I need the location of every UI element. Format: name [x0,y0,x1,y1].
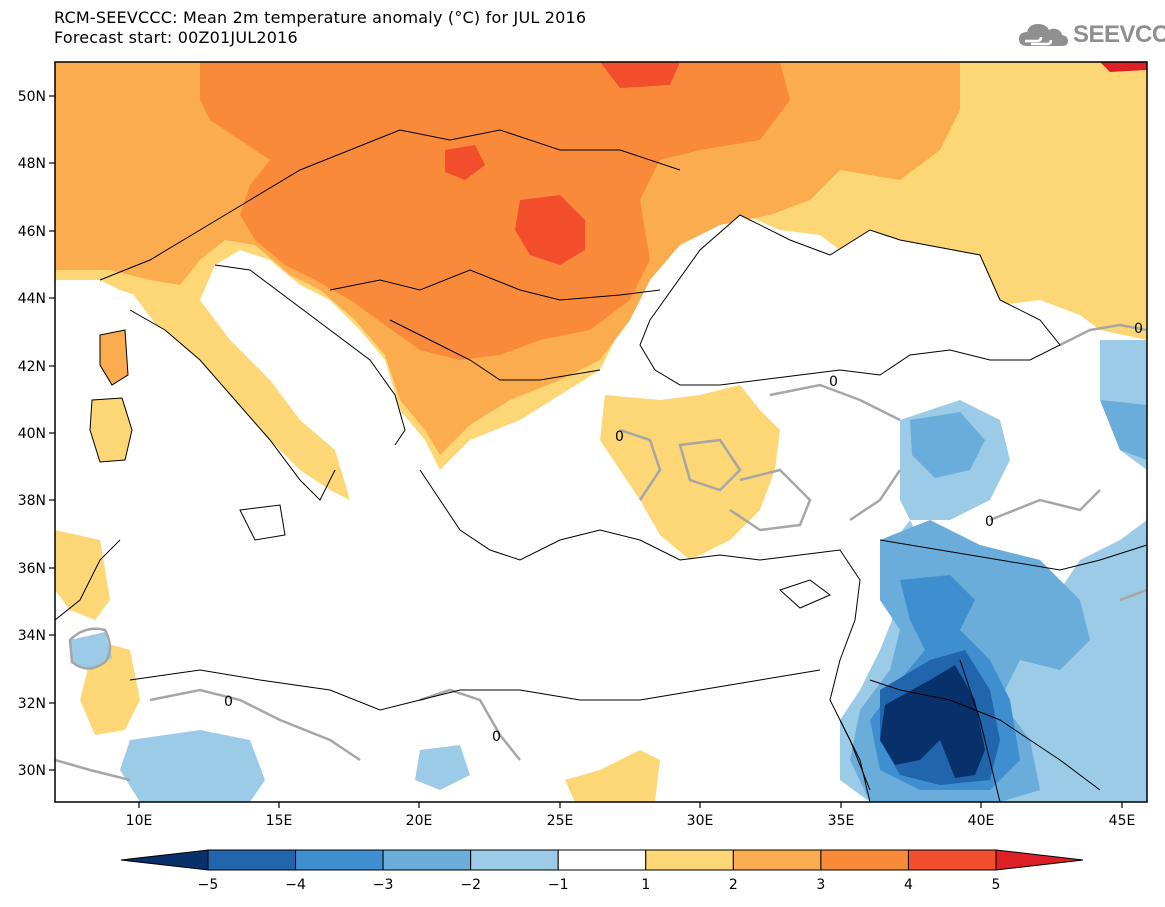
lon-label: 15E [266,813,293,829]
anomaly-zone-m1-m2-tunisia [70,632,112,670]
anomaly-zone-lt-m5 [880,665,985,778]
lat-label: 38N [18,493,46,509]
anomaly-zone-m1-m2-libya [120,730,265,802]
anomaly-zone-m2-m3-north [910,412,985,478]
lon-label: 20E [406,813,433,829]
logo-text: SEEVCCC [1073,21,1165,48]
colorbar-segment [907,849,997,871]
anomaly-zone-4-5-romania [515,195,585,265]
lat-label: 48N [18,156,46,172]
adriatic-sea [215,265,405,445]
lon-label: 25E [547,813,574,829]
anomaly-zone-3-4 [200,62,790,360]
lat-label: 30N [18,763,46,779]
tyrrhenian-sea [130,310,300,500]
colorbar-segment [382,849,472,871]
seevccc-logo: SEEVCCC [1017,20,1165,50]
colorbar-segment [207,849,297,871]
anomaly-zone-1-2-italy [130,290,350,500]
lat-label: 34N [18,628,46,644]
zero-contour-labels: 0 0 0 0 0 0 [224,321,1143,745]
zero-contour-label: 0 [985,514,994,530]
longitude-axis: 10E 15E 20E 25E 30E 35E 40E 45E [126,802,1136,829]
anomaly-zone-gt5-corner [1100,62,1147,72]
colorbar-extend-max [995,849,1084,871]
colorbar-segment [295,849,384,871]
colorbar-tick-label: −2 [460,877,481,893]
lat-label: 44N [18,291,46,307]
colorbar-tick-label: 1 [641,877,650,893]
zero-contour-label: 0 [1134,321,1143,337]
lat-label: 50N [18,89,46,105]
anomaly-zone-4-5-slovakia [445,145,485,180]
anomaly-zone-m1-m2-egypt [415,745,470,790]
anomaly-zone-1-2-sardinia [90,398,132,462]
lat-label: 36N [18,561,46,577]
zero-contours [55,323,1147,782]
mediterranean-sea [140,410,860,700]
latitude-axis: 50N 48N 46N 44N 42N 40N 38N 36N 34N 32N 30N [18,89,55,779]
cloud-icon [1019,24,1068,46]
colorbar-tick-label: −1 [548,877,569,893]
lon-label: 45E [1109,813,1136,829]
black-sea [640,215,1060,385]
colorbar: −5 −4 −3 −2 −1 1 2 3 4 5 [120,849,1084,893]
zero-contour-label: 0 [224,694,233,710]
zero-contour-label: 0 [492,729,501,745]
anomaly-zone-4-5-north [600,62,680,88]
anomaly-fill-layer: 0 0 0 0 0 0 [55,62,1147,802]
colorbar-tick-label: 5 [992,877,1001,893]
lat-label: 42N [18,359,46,375]
zero-contour-label: 0 [829,374,838,390]
zero-contour-label: 0 [615,429,624,445]
anomaly-zone-1-2-tunisia [55,530,110,620]
anomaly-zone-2-3-corsica [100,330,128,385]
anomaly-zone-1-2-egypt [565,750,660,802]
colorbar-tick-label: −4 [285,877,306,893]
colorbar-tick-label: 3 [816,877,825,893]
lat-label: 46N [18,224,46,240]
lat-label: 40N [18,426,46,442]
lon-label: 30E [687,813,714,829]
anomaly-zone-1-2-turkey [600,385,780,560]
coastlines-borders [55,129,1147,802]
lat-label: 32N [18,696,46,712]
map-frame [54,61,1148,803]
lon-label: 10E [126,813,153,829]
colorbar-segment [820,849,909,871]
colorbar-segment [470,849,559,871]
colorbar-tick-label: −3 [373,877,394,893]
lon-label: 40E [968,813,995,829]
colorbar-segment [645,849,734,871]
colorbar-tick-label: −5 [198,877,219,893]
lon-label: 35E [828,813,855,829]
map-title: RCM-SEEVCCC: Mean 2m temperature anomaly… [54,8,587,27]
colorbar-segment [557,849,647,871]
forecast-start-label: Forecast start: 00Z01JUL2016 [54,28,298,47]
colorbar-tick-label: 4 [904,877,913,893]
colorbar-tick-label: 2 [729,877,738,893]
map-title-block: RCM-SEEVCCC: Mean 2m temperature anomaly… [54,8,586,48]
anomaly-zone-m2-m3-east [1100,400,1147,460]
colorbar-segment [732,849,822,871]
colorbar-extend-min [120,849,209,871]
